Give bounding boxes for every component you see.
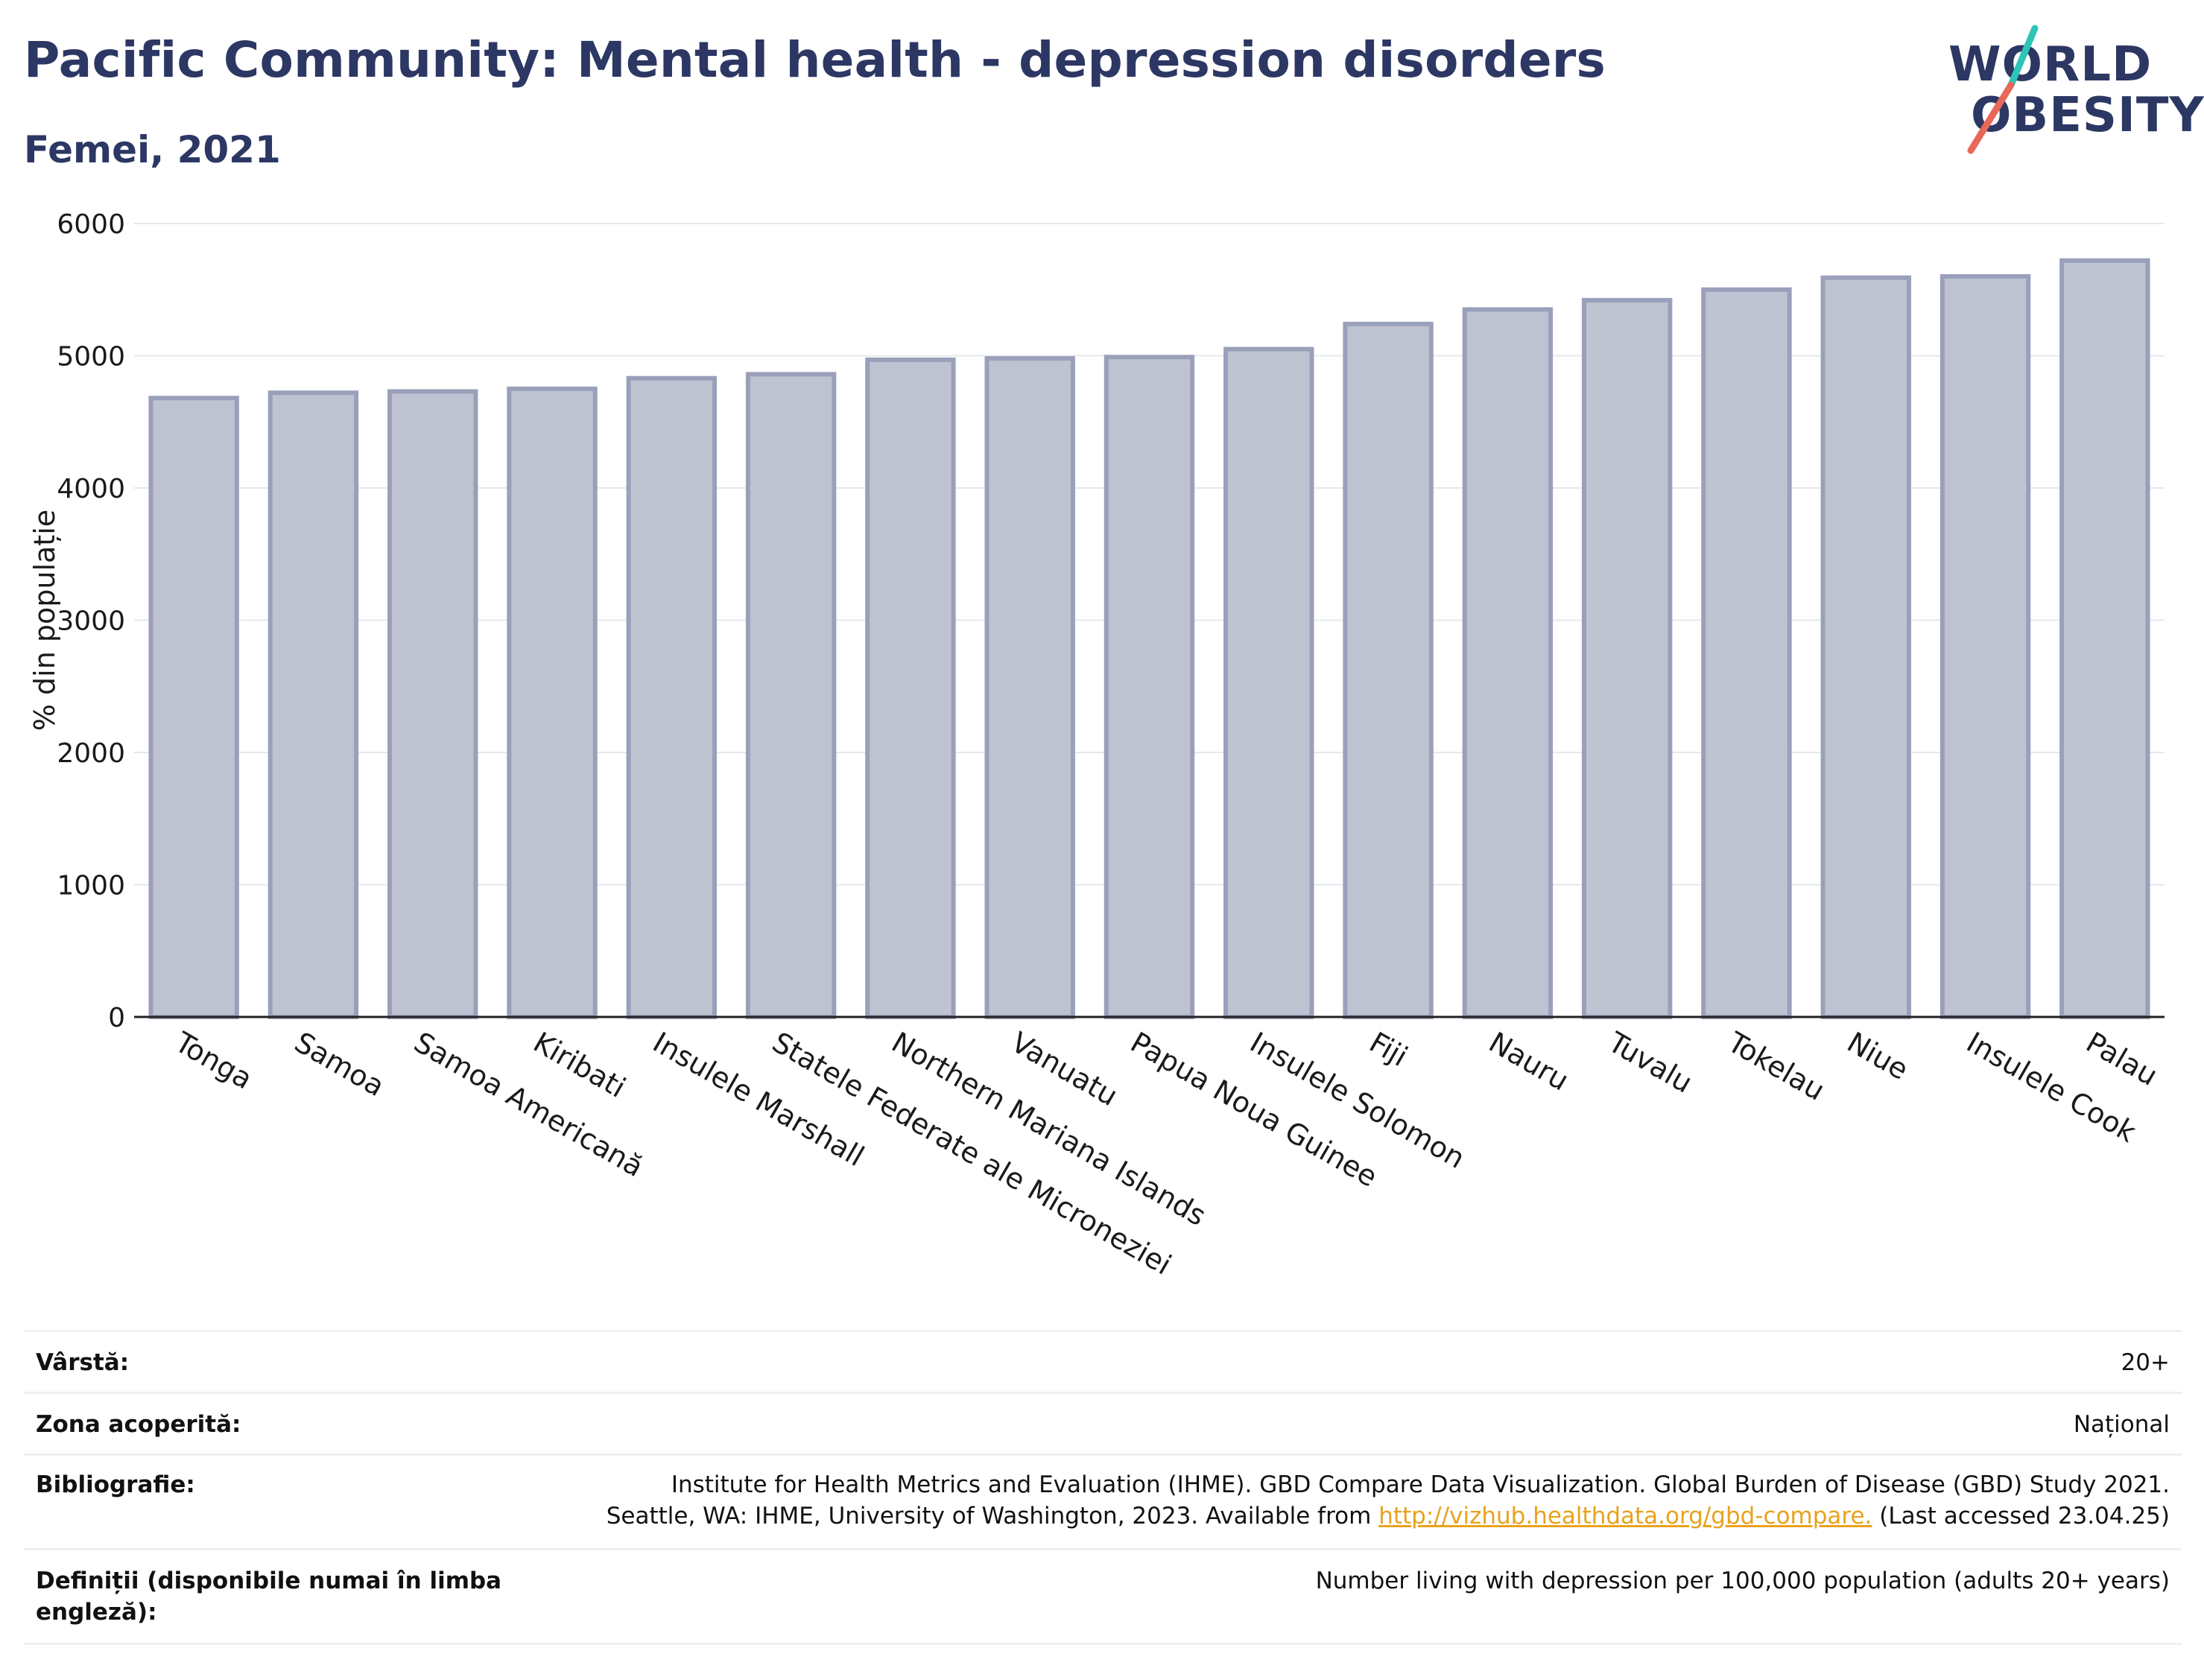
bar bbox=[1820, 275, 1911, 1019]
bibliography-line2: Seattle, WA: IHME, University of Washing… bbox=[605, 1500, 2170, 1532]
meta-value: 20+ bbox=[2121, 1349, 2170, 1376]
bar bbox=[1223, 346, 1314, 1019]
y-tick-label: 5000 bbox=[57, 342, 125, 373]
bar bbox=[1462, 307, 1554, 1019]
meta-label: Bibliografie: bbox=[36, 1471, 195, 1498]
x-tick-label: Palau bbox=[2080, 1026, 2163, 1092]
page-subtitle: Femei, 2021 bbox=[24, 128, 281, 171]
y-tick-label: 2000 bbox=[57, 738, 125, 769]
x-tick-label: Tonga bbox=[169, 1025, 258, 1095]
x-tick-label: Samoa bbox=[289, 1026, 390, 1103]
bar bbox=[1103, 355, 1195, 1019]
x-tick-label: Niue bbox=[1842, 1026, 1914, 1086]
logo-line1: WORLD bbox=[1948, 37, 2153, 92]
bar bbox=[984, 356, 1075, 1020]
bar bbox=[865, 357, 956, 1019]
x-tick-label: Insulele Marshall bbox=[647, 1026, 870, 1173]
meta-label: Vârstă: bbox=[36, 1349, 130, 1376]
logo-line2: OBESITY bbox=[1971, 88, 2204, 143]
bar bbox=[1939, 274, 2031, 1019]
bar bbox=[267, 390, 359, 1019]
y-tick-label: 1000 bbox=[57, 871, 125, 901]
meta-label: Zona acoperită: bbox=[36, 1411, 241, 1438]
y-tick-label: 3000 bbox=[57, 606, 125, 637]
bar bbox=[2059, 258, 2150, 1019]
bibliography-line1: Institute for Health Metrics and Evaluat… bbox=[671, 1471, 2170, 1498]
logo-slash-icon bbox=[1967, 25, 2039, 154]
y-tick-label: 4000 bbox=[57, 474, 125, 504]
x-tick-label: Fiji bbox=[1364, 1026, 1413, 1073]
bar bbox=[507, 386, 598, 1019]
meta-row-definitions: Definiții (disponibile numai în limba en… bbox=[24, 1548, 2182, 1645]
meta-label: Definiții (disponibile numai în limba en… bbox=[36, 1568, 502, 1626]
x-tick-label: Nauru bbox=[1483, 1026, 1574, 1097]
bar bbox=[148, 396, 239, 1019]
meta-value: Institute for Health Metrics and Evaluat… bbox=[605, 1469, 2170, 1532]
page-title: Pacific Community: Mental health - depre… bbox=[24, 31, 1606, 89]
meta-value: Number living with depression per 100,00… bbox=[1315, 1568, 2170, 1594]
bar bbox=[1581, 297, 1673, 1019]
meta-value: Național bbox=[2073, 1411, 2170, 1438]
bar bbox=[387, 389, 478, 1019]
meta-row-coverage: Zona acoperită: Național bbox=[24, 1392, 2182, 1454]
bar bbox=[745, 372, 837, 1020]
x-tick-label: Tuvalu bbox=[1602, 1025, 1697, 1100]
world-obesity-logo: WORLD OBESITY bbox=[1948, 22, 2204, 156]
bar-chart: 0 1000 2000 3000 4000 5000 6000 % din populație… bbox=[28, 209, 2165, 1281]
y-tick-label: 6000 bbox=[57, 209, 125, 240]
bar bbox=[626, 375, 718, 1020]
y-tick-label: 0 bbox=[108, 1003, 125, 1033]
bibliography-text: Seattle, WA: IHME, University of Washing… bbox=[606, 1503, 1379, 1530]
source-link[interactable]: http://vizhub.healthdata.org/gbd-compare… bbox=[1378, 1503, 1872, 1530]
x-tick-label: Samoa Americană bbox=[408, 1026, 649, 1184]
metadata-table: Vârstă: 20+ Zona acoperită: Național Bib… bbox=[24, 1330, 2182, 1645]
x-tick-label: Kiribati bbox=[528, 1026, 632, 1104]
y-axis-label: % din populație bbox=[28, 510, 61, 731]
meta-row-age: Vârstă: 20+ bbox=[24, 1330, 2182, 1392]
x-tick-label: Tokelau bbox=[1722, 1025, 1831, 1107]
bar bbox=[1343, 321, 1434, 1019]
bar bbox=[1701, 287, 1792, 1019]
meta-row-bibliography: Bibliografie: Institute for Health Metri… bbox=[24, 1454, 2182, 1548]
bibliography-accessed: (Last accessed 23.04.25) bbox=[1872, 1503, 2170, 1530]
